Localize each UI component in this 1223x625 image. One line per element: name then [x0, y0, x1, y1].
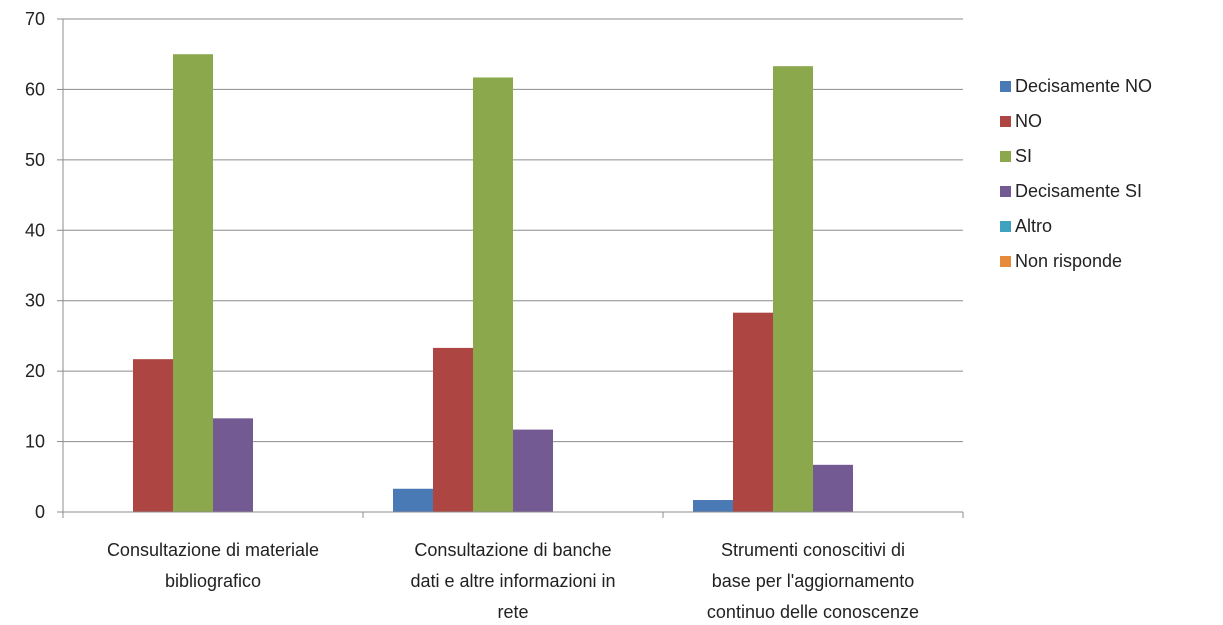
- legend-label: NO: [1015, 111, 1042, 131]
- y-tick-label: 20: [25, 361, 45, 381]
- y-tick-label: 60: [25, 79, 45, 99]
- bar: [133, 359, 173, 512]
- bars: [133, 54, 853, 513]
- y-tick-label: 0: [35, 502, 45, 522]
- legend: Decisamente NO NO SI Decisamente SI Altro Non…: [1000, 76, 1152, 271]
- bar: [773, 66, 813, 513]
- x-category-label: Strumenti conoscitivi di: [721, 540, 905, 560]
- y-tick-label: 50: [25, 150, 45, 170]
- legend-swatch: [1000, 151, 1011, 162]
- legend-swatch: [1000, 186, 1011, 197]
- legend-label: Decisamente NO: [1015, 76, 1152, 96]
- legend-swatch: [1000, 81, 1011, 92]
- legend-label: Non risponde: [1015, 251, 1122, 271]
- bar: [433, 347, 473, 512]
- legend-swatch: [1000, 221, 1011, 232]
- bar: [513, 429, 553, 512]
- x-category-label: continuo delle conoscenze: [707, 602, 919, 622]
- x-category-label: rete: [497, 602, 528, 622]
- y-tick-label: 10: [25, 432, 45, 452]
- legend-swatch: [1000, 256, 1011, 267]
- x-category-label: dati e altre informazioni in: [410, 571, 615, 591]
- bar: [473, 77, 513, 512]
- bar: [213, 418, 253, 512]
- legend-label: Decisamente SI: [1015, 181, 1142, 201]
- legend-label: SI: [1015, 146, 1032, 166]
- x-category-label: Consultazione di materiale: [107, 540, 319, 560]
- bar: [733, 312, 773, 512]
- x-category-label: base per l'aggiornamento: [712, 571, 915, 591]
- axis-labels: 0 10 20 30 40 50 60 70 Consultazione di material…: [25, 9, 919, 622]
- bar: [693, 500, 733, 512]
- legend-swatch: [1000, 116, 1011, 127]
- y-tick-label: 40: [25, 220, 45, 240]
- x-category-label: Consultazione di banche: [414, 540, 611, 560]
- bar: [813, 464, 853, 512]
- x-category-label: bibliografico: [165, 571, 261, 591]
- y-tick-label: 30: [25, 291, 45, 311]
- bar: [393, 488, 433, 512]
- y-tick-label: 70: [25, 9, 45, 29]
- bar: [173, 54, 213, 512]
- axes: [57, 18, 964, 518]
- legend-label: Altro: [1015, 216, 1052, 236]
